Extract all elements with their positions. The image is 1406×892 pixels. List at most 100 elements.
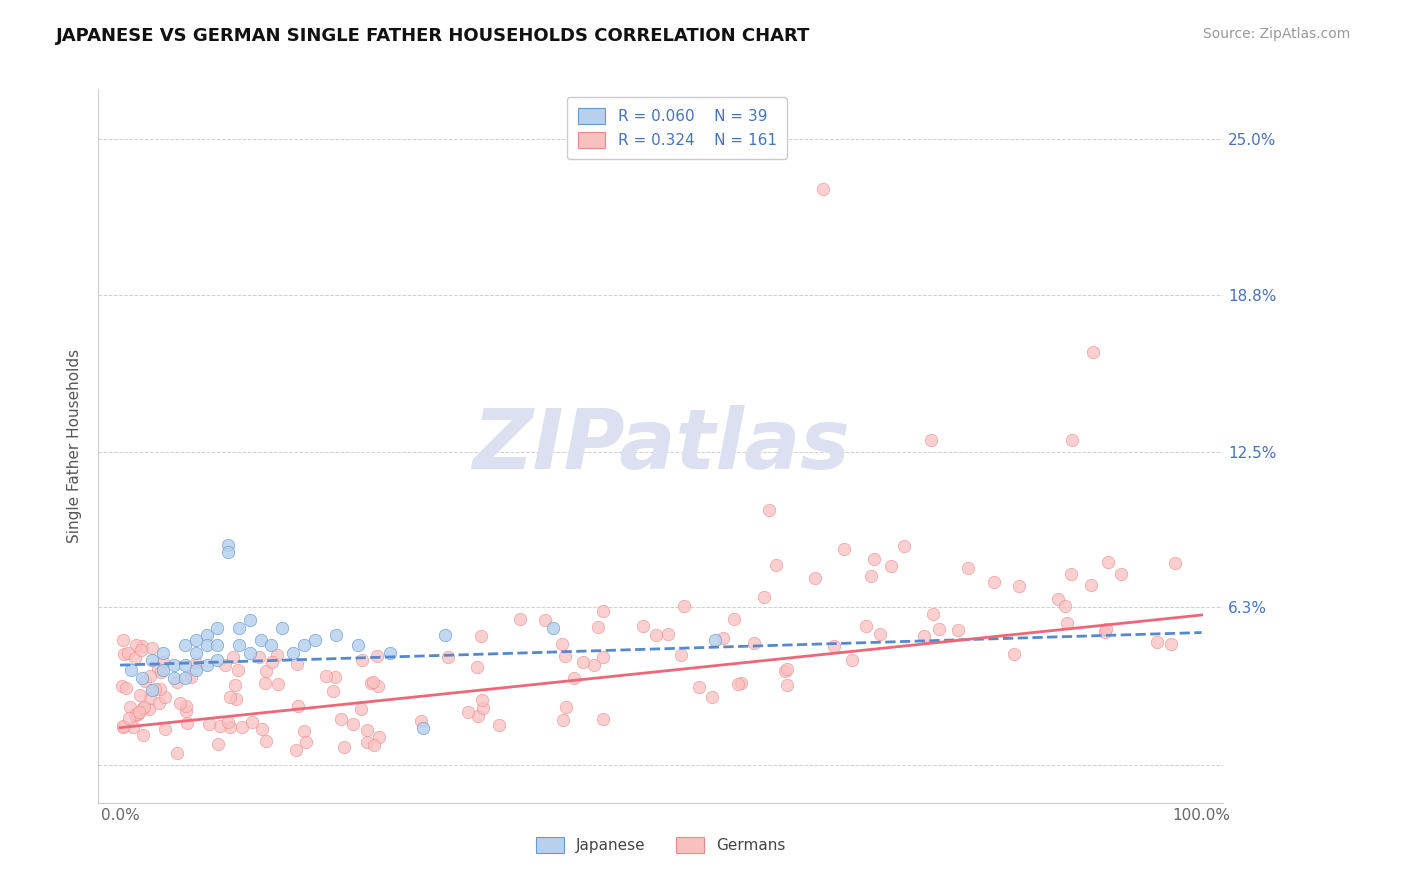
Point xyxy=(631,619,654,633)
Point xyxy=(112,720,135,734)
Point xyxy=(957,561,980,575)
Point xyxy=(645,628,668,642)
Point xyxy=(132,728,155,742)
Point xyxy=(1060,566,1083,581)
Point xyxy=(409,714,432,728)
Point xyxy=(551,637,574,651)
Point xyxy=(166,675,188,690)
Point xyxy=(412,721,434,735)
Point xyxy=(1109,567,1132,582)
Point xyxy=(138,690,160,705)
Point xyxy=(149,682,172,697)
Point xyxy=(285,657,308,672)
Point xyxy=(742,636,765,650)
Point xyxy=(254,676,277,690)
Point xyxy=(541,621,564,635)
Point xyxy=(131,639,153,653)
Point xyxy=(224,678,246,692)
Point xyxy=(572,655,595,669)
Y-axis label: Single Father Households: Single Father Households xyxy=(66,349,82,543)
Point xyxy=(207,621,229,635)
Point xyxy=(509,612,531,626)
Point xyxy=(184,663,207,677)
Point xyxy=(1095,622,1118,636)
Point xyxy=(342,717,364,731)
Point xyxy=(730,675,752,690)
Point xyxy=(214,658,236,673)
Point xyxy=(551,713,574,727)
Point xyxy=(266,648,288,662)
Point xyxy=(163,671,186,685)
Point xyxy=(222,650,245,665)
Point xyxy=(360,676,382,690)
Point xyxy=(322,684,344,698)
Point xyxy=(124,651,146,665)
Point xyxy=(1146,634,1168,648)
Point xyxy=(1094,624,1116,639)
Point xyxy=(488,718,510,732)
Point xyxy=(1083,345,1105,359)
Text: JAPANESE VS GERMAN SINGLE FATHER HOUSEHOLDS CORRELATION CHART: JAPANESE VS GERMAN SINGLE FATHER HOUSEHO… xyxy=(56,27,811,45)
Point xyxy=(1002,647,1025,661)
Point xyxy=(195,658,218,673)
Point xyxy=(758,503,780,517)
Point xyxy=(592,603,614,617)
Point xyxy=(209,719,232,733)
Point xyxy=(174,658,197,673)
Point xyxy=(112,633,135,648)
Point xyxy=(118,700,141,714)
Point xyxy=(207,653,229,667)
Point xyxy=(754,591,776,605)
Point xyxy=(155,690,177,704)
Point xyxy=(863,552,886,566)
Point xyxy=(219,690,242,704)
Point xyxy=(361,675,384,690)
Point xyxy=(349,702,371,716)
Point xyxy=(292,724,315,739)
Point xyxy=(141,641,163,656)
Point xyxy=(471,692,494,706)
Point xyxy=(260,655,283,669)
Point xyxy=(946,623,969,637)
Point xyxy=(292,638,315,652)
Point xyxy=(219,720,242,734)
Point xyxy=(366,649,388,664)
Point xyxy=(554,648,576,663)
Point xyxy=(138,669,160,683)
Point xyxy=(153,722,176,736)
Point xyxy=(112,648,135,662)
Point xyxy=(184,646,207,660)
Point xyxy=(470,629,492,643)
Point xyxy=(132,700,155,714)
Point xyxy=(287,698,309,713)
Point xyxy=(250,722,273,736)
Point xyxy=(672,599,695,613)
Point xyxy=(363,738,385,752)
Point xyxy=(195,628,218,642)
Point xyxy=(1164,556,1187,570)
Point xyxy=(367,679,389,693)
Point xyxy=(723,612,745,626)
Point xyxy=(325,628,347,642)
Point xyxy=(247,650,270,665)
Point xyxy=(533,613,555,627)
Point xyxy=(141,683,163,698)
Point xyxy=(120,663,142,677)
Point xyxy=(118,711,141,725)
Point xyxy=(368,731,391,745)
Point xyxy=(356,734,378,748)
Point xyxy=(195,638,218,652)
Point xyxy=(921,607,943,621)
Point xyxy=(249,633,271,648)
Point xyxy=(148,662,170,676)
Point xyxy=(254,665,277,679)
Point xyxy=(727,677,749,691)
Point xyxy=(267,677,290,691)
Point xyxy=(465,660,488,674)
Point xyxy=(841,653,863,667)
Point xyxy=(562,671,585,685)
Point xyxy=(124,707,146,722)
Point xyxy=(457,705,479,719)
Point xyxy=(1056,615,1078,630)
Point xyxy=(198,716,221,731)
